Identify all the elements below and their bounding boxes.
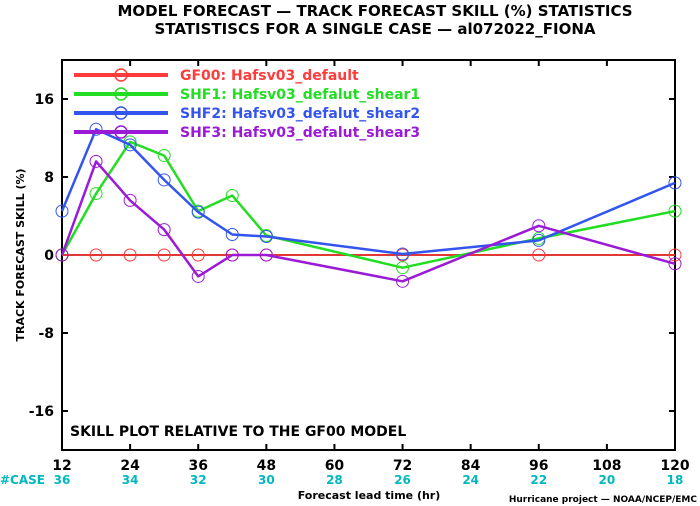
series-4-point <box>89 154 103 168</box>
series-4-point <box>123 193 137 207</box>
case-count-label: 24 <box>462 473 479 487</box>
series-1-point <box>668 248 682 262</box>
series-2-point <box>668 204 682 218</box>
series-1-point <box>123 248 137 262</box>
series-1-point <box>157 248 171 262</box>
y-tick-label: -16 <box>29 404 54 420</box>
series-4-point <box>532 219 546 233</box>
series-4-point <box>668 257 682 271</box>
y-tick-label: 16 <box>35 92 54 108</box>
series-3-point <box>668 176 682 190</box>
case-count-label: 36 <box>54 473 71 487</box>
legend-entry-2: SHF1: Hafsv03_defalut_shear1 <box>180 87 420 103</box>
x-tick-label: 84 <box>461 458 481 474</box>
x-tick-label: 72 <box>393 458 412 474</box>
x-tick-label: 24 <box>120 458 140 474</box>
case-count-label: 26 <box>394 473 411 487</box>
legend-entry-3: SHF2: Hafsv03_defalut_shear2 <box>180 106 420 122</box>
legend-entry-1: GF00: Hafsv03_default <box>180 68 359 84</box>
series-2-point <box>396 261 410 275</box>
series-4-point <box>55 248 69 262</box>
legend-marker-4 <box>114 125 128 139</box>
plot-area: 16 8 0 -8 -16 12 24 36 48 60 72 84 96 108 120 36 34 32 30 2… <box>29 59 690 487</box>
series-line-4 <box>60 160 676 283</box>
x-tick-label: 36 <box>188 458 207 474</box>
legend-marker-2 <box>114 87 128 101</box>
x-tick-label: 60 <box>325 458 345 474</box>
x-tick-label: 96 <box>529 458 548 474</box>
series-3-point <box>191 205 205 219</box>
case-count-label: 32 <box>190 473 207 487</box>
series-2-point <box>89 187 103 201</box>
series-3-point <box>89 122 103 136</box>
skill-plot-annotation: SKILL PLOT RELATIVE TO THE GF00 MODEL <box>70 424 406 440</box>
series-4-point <box>396 274 410 288</box>
series-3-point <box>55 204 69 218</box>
y-axis-label: TRACK FORECAST SKILL (%) <box>14 168 27 341</box>
series-4-point <box>157 223 171 237</box>
legend-marker-3 <box>114 106 128 120</box>
series-3-point <box>259 229 273 243</box>
case-count-label: 18 <box>667 473 684 487</box>
legend-entry-4: SHF3: Hafsv03_defalut_shear3 <box>180 125 420 141</box>
series-line-3 <box>60 127 676 256</box>
case-count-label: 34 <box>122 473 139 487</box>
x-tick-label: 108 <box>592 458 621 474</box>
y-tick-label: 8 <box>44 170 54 186</box>
series-3-point <box>123 138 137 152</box>
chart-title-line2: STATISTISCS FOR A SINGLE CASE — al072022… <box>155 20 596 38</box>
series-3-point <box>532 233 546 247</box>
chart-title-line1: MODEL FORECAST — TRACK FORECAST SKILL (%… <box>117 2 632 20</box>
series-3-point <box>157 173 171 187</box>
case-count-label: 28 <box>326 473 343 487</box>
x-tick-label: 48 <box>257 458 276 474</box>
series-3-point <box>396 247 410 261</box>
x-tick-label: 120 <box>660 458 689 474</box>
series-2-point <box>157 149 171 163</box>
x-tick-label: 12 <box>52 458 71 474</box>
case-count-label: 20 <box>599 473 616 487</box>
series-2-point <box>225 189 239 203</box>
credit-text: Hurricane project — NOAA/NCEP/EMC <box>509 495 698 505</box>
series-3-point <box>225 228 239 242</box>
case-count-label: 22 <box>530 473 547 487</box>
legend-marker-1 <box>114 68 128 82</box>
y-tick-label: -8 <box>38 326 54 342</box>
series-4-point <box>191 269 205 283</box>
series-1-point <box>89 248 103 262</box>
case-count-label: 30 <box>258 473 275 487</box>
series-1-point <box>532 248 546 262</box>
series-4-point <box>259 248 273 262</box>
series-4-point <box>225 248 239 262</box>
x-axis-label: Forecast lead time (hr) <box>298 489 441 502</box>
series-1-point <box>191 248 205 262</box>
y-tick-label: 0 <box>44 248 54 264</box>
case-row-label: #CASE <box>0 473 45 487</box>
